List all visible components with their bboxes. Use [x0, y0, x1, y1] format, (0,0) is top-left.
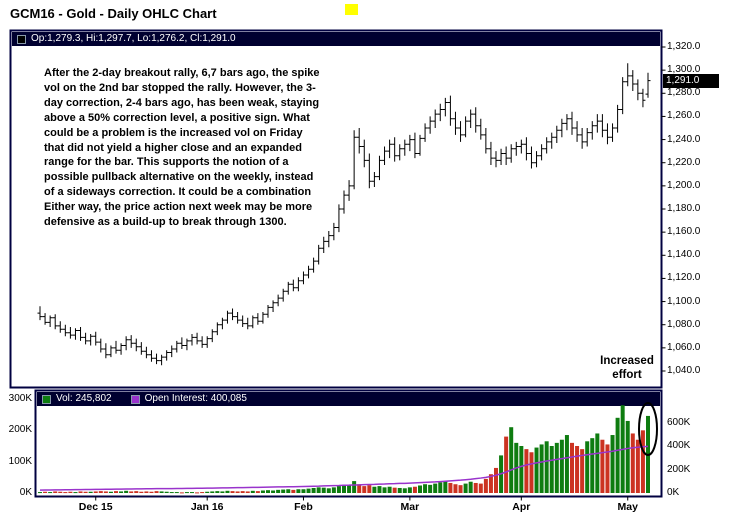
- current-price-label: 1,291.0: [663, 74, 719, 88]
- price-axis-label: 1,320.0: [667, 41, 701, 52]
- highlight-marker: [345, 4, 358, 15]
- open-interest-swatch: [130, 394, 140, 404]
- open-interest-axis-label: 600K: [667, 417, 691, 428]
- ohlc-series-swatch: [17, 34, 26, 44]
- open-interest-axis-label: 200K: [667, 463, 691, 475]
- price-axis-label: 1,300.0: [667, 64, 701, 76]
- x-axis-label: Apr: [512, 501, 531, 513]
- annotation-text: After the 2-day breakout rally, 6,7 bars…: [44, 67, 320, 229]
- price-axis-label: 1,260.0: [667, 110, 701, 122]
- open-interest-axis-label: 400K: [667, 440, 691, 452]
- price-axis-label: 1,060.0: [667, 341, 701, 353]
- volume-series-swatch: [42, 394, 51, 404]
- price-axis-label: 1,200.0: [667, 179, 701, 191]
- volume-axis-label: 100K: [8, 455, 32, 467]
- increased-effort-note: Increased effort: [600, 355, 654, 381]
- open-interest-axis-label: 0K: [667, 487, 680, 498]
- x-axis-label: Dec 15: [78, 501, 113, 513]
- price-axis-label: 1,160.0: [667, 226, 701, 238]
- x-axis-label: Jan 16: [190, 501, 224, 513]
- open-interest-legend-text: Open Interest: 400,085: [144, 393, 247, 404]
- price-axis-label: 1,280.0: [667, 87, 701, 99]
- volume-axis-label: 0K: [19, 487, 32, 498]
- volume-axis-label: 300K: [8, 393, 32, 404]
- x-axis-label: Mar: [400, 501, 420, 513]
- price-axis-label: 1,040.0: [667, 365, 701, 376]
- x-axis-label: May: [617, 501, 638, 513]
- price-axis-label: 1,120.0: [667, 272, 701, 284]
- volume-axis-label: 200K: [8, 424, 32, 436]
- volume-legend-text: Vol: 245,802: [56, 393, 112, 404]
- price-axis-label: 1,140.0: [667, 249, 701, 261]
- price-legend: Op:1,279.3, Hi:1,297.7, Lo:1,276.2, Cl:1…: [17, 32, 236, 46]
- price-legend-text: Op:1,279.3, Hi:1,297.7, Lo:1,276.2, Cl:1…: [31, 33, 236, 44]
- price-axis-label: 1,100.0: [667, 295, 701, 307]
- price-axis-label: 1,180.0: [667, 203, 701, 214]
- price-axis-label: 1,080.0: [667, 318, 701, 330]
- chart-title: GCM16 - Gold - Daily OHLC Chart: [10, 6, 217, 21]
- volume-legend: Vol: 245,802 Open Interest: 400,085: [42, 392, 247, 406]
- price-axis-label: 1,220.0: [667, 156, 701, 168]
- price-axis-label: 1,240.0: [667, 133, 701, 145]
- x-axis-label: Feb: [294, 501, 313, 513]
